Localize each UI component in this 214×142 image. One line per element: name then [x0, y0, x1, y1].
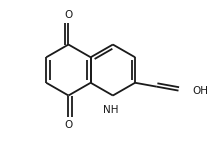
Text: NH: NH [103, 105, 119, 115]
Text: OH: OH [192, 86, 208, 96]
Text: O: O [64, 10, 73, 20]
Text: O: O [64, 120, 73, 130]
